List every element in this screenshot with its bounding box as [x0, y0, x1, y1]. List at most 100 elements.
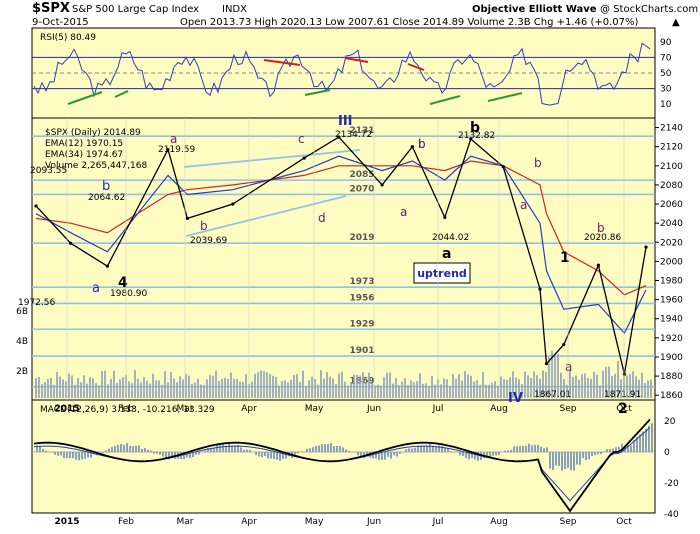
volume-bar — [335, 384, 337, 398]
macd-histogram-bar — [519, 446, 521, 452]
macd-histogram-bar — [75, 452, 77, 460]
x-axis-label: Jun — [366, 404, 381, 414]
macd-histogram-bar — [585, 452, 587, 460]
volume-bar — [356, 375, 358, 398]
volume-bar — [386, 373, 388, 398]
volume-bar — [458, 374, 460, 398]
macd-histogram-bar — [63, 452, 65, 458]
macd-histogram-bar — [435, 446, 437, 452]
macd-histogram-bar — [216, 445, 218, 452]
volume-bar — [71, 375, 73, 398]
volume-bar — [227, 379, 229, 398]
x-axis-label-bottom: Jun — [366, 517, 381, 527]
volume-bar — [476, 380, 478, 398]
wave-label-black: 4 — [118, 275, 128, 291]
volume-bar — [461, 381, 463, 398]
x-axis-label: Sep — [560, 404, 577, 414]
volume-bar — [467, 375, 469, 398]
volume-bar — [308, 380, 310, 398]
macd-histogram-bar — [591, 452, 593, 456]
volume-bar — [281, 381, 283, 398]
price-point — [186, 217, 189, 220]
volume-tick-label: 4B — [16, 337, 28, 347]
macd-histogram-bar — [318, 446, 320, 452]
volume-bar — [266, 372, 268, 398]
volume-bar — [500, 376, 502, 398]
macd-histogram-bar — [141, 449, 143, 452]
macd-histogram-bar — [156, 452, 158, 454]
wave-label-purple: b — [597, 221, 605, 235]
volume-bar — [389, 373, 391, 398]
price-annotation: 1867.01 — [534, 390, 571, 400]
macd-histogram-bar — [270, 452, 272, 459]
macd-histogram-bar — [339, 446, 341, 452]
macd-histogram-bar — [57, 452, 59, 456]
volume-bar — [122, 377, 124, 398]
macd-histogram-bar — [552, 452, 554, 470]
price-annotation: 2044.02 — [432, 233, 469, 243]
x-axis-label: Oct — [616, 404, 632, 414]
volume-bar — [134, 370, 136, 398]
macd-histogram-bar — [246, 450, 248, 452]
volume-bar — [68, 373, 70, 398]
price-tick-label: 2040 — [660, 219, 683, 229]
rsi-tick-label: 70 — [660, 53, 672, 63]
volume-bar — [350, 384, 352, 398]
macd-histogram-bar — [60, 452, 62, 455]
macd-tick-label: -40 — [664, 510, 679, 520]
volume-bar — [224, 378, 226, 398]
price-point — [562, 343, 565, 346]
volume-bar — [260, 371, 262, 398]
volume-bar — [644, 383, 646, 398]
volume-bar — [212, 376, 214, 398]
volume-bar — [650, 379, 652, 398]
volume-bar — [398, 385, 400, 398]
x-axis-label: Aug — [490, 404, 508, 414]
macd-histogram-bar — [258, 452, 260, 456]
volume-bar — [143, 377, 145, 398]
price-annotation: 2039.69 — [190, 236, 227, 246]
volume-bar — [158, 380, 160, 398]
volume-bar — [293, 375, 295, 398]
macd-histogram-bar — [549, 452, 551, 469]
macd-histogram-bar — [450, 451, 452, 452]
volume-bar — [77, 378, 79, 398]
volume-bar — [86, 383, 88, 398]
macd-histogram-bar — [144, 448, 146, 452]
volume-bar — [380, 386, 382, 398]
volume-bar — [479, 385, 481, 398]
macd-histogram-bar — [576, 452, 578, 465]
macd-histogram-bar — [240, 447, 242, 452]
volume-bar — [230, 373, 232, 398]
macd-histogram-bar — [411, 448, 413, 452]
macd-histogram-bar — [297, 452, 299, 453]
volume-bar — [50, 378, 52, 398]
macd-histogram-bar — [573, 452, 575, 470]
price-point — [597, 264, 600, 267]
volume-bar — [377, 385, 379, 398]
macd-histogram-bar — [504, 451, 506, 452]
macd-histogram-bar — [336, 446, 338, 452]
macd-histogram-bar — [312, 447, 314, 452]
volume-bar — [404, 378, 406, 398]
volume-bar — [410, 380, 412, 398]
volume-bar — [167, 382, 169, 398]
macd-histogram-bar — [147, 450, 149, 452]
macd-histogram-bar — [309, 448, 311, 452]
price-annotation: 2134.72 — [335, 130, 372, 140]
macd-histogram-bar — [315, 446, 317, 452]
volume-bar — [326, 372, 328, 398]
macd-histogram-bar — [264, 452, 266, 456]
macd-histogram-bar — [582, 452, 584, 458]
volume-bar — [428, 386, 430, 398]
wave-label-blue: IV — [508, 391, 523, 406]
macd-histogram-bar — [120, 444, 122, 452]
macd-histogram-bar — [558, 452, 560, 466]
macd-histogram-bar — [261, 452, 263, 457]
macd-histogram-bar — [87, 452, 89, 458]
macd-histogram-bar — [648, 426, 650, 452]
volume-bar — [191, 384, 193, 398]
wave-label-blue: a — [92, 281, 100, 296]
macd-histogram-bar — [267, 452, 269, 458]
